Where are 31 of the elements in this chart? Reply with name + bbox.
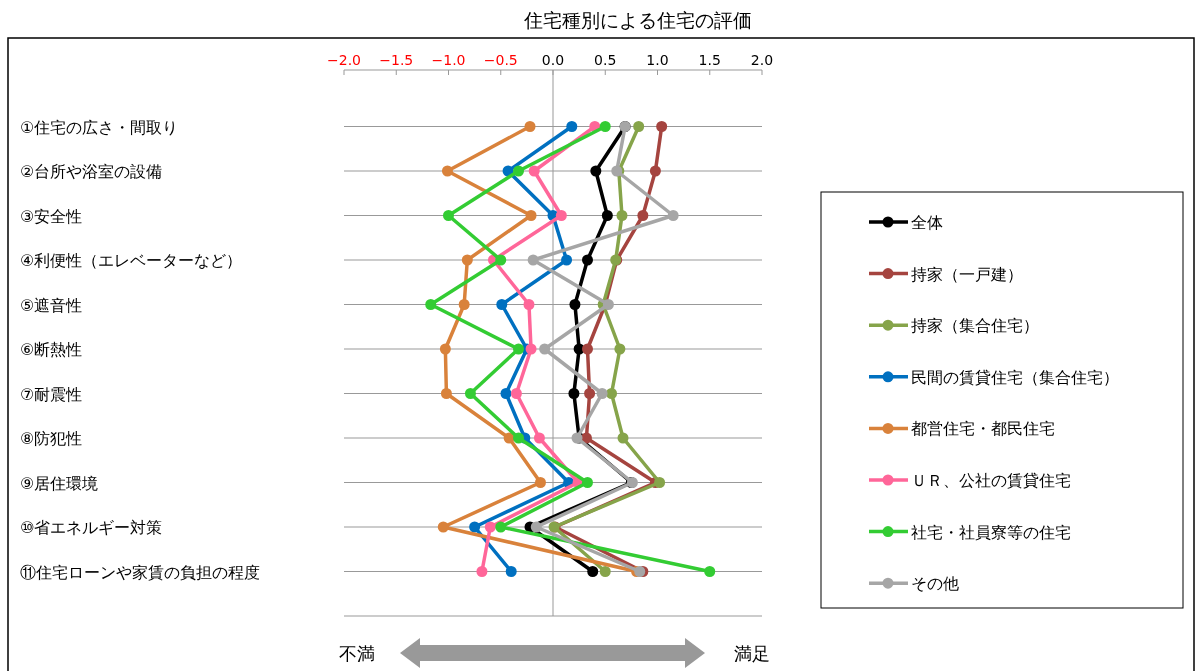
x-tick-label: 1.0: [646, 52, 669, 68]
legend-label: 持家（一戸建）: [911, 264, 1023, 284]
y-tick-label: ③安全性: [20, 206, 83, 226]
y-tick-label: ⑦耐震性: [20, 384, 83, 404]
x-tick-label: −1.5: [379, 52, 414, 68]
y-tick-label: ⑥断熱性: [20, 340, 83, 359]
legend-label: 都営住宅・都民住宅: [911, 419, 1055, 439]
x-tick-label: 1.5: [698, 52, 721, 68]
y-tick-label: ⑧防犯性: [20, 429, 83, 448]
text: 満足: [734, 643, 770, 664]
x-tick-label: −0.5: [483, 52, 518, 68]
legend-label: 全体: [911, 213, 943, 232]
x-tick-label: 2.0: [750, 52, 774, 68]
legend-label: 民間の賃貸住宅（集合住宅）: [911, 367, 1119, 387]
legend-label: ＵＲ、公社の賃貸住宅: [911, 471, 1071, 490]
y-tick-label: ⑪住宅ローンや家賃の負担の程度: [20, 562, 260, 582]
x-tick-label: 0.5: [594, 52, 617, 68]
y-tick-label: ⑩省エネルギー対策: [20, 518, 163, 537]
y-tick-label: ⑤遮音性: [20, 295, 83, 315]
x-tick-label: −1.0: [431, 52, 466, 68]
x-tick-label: 0.0: [541, 52, 565, 68]
x-tick-label: −2.0: [327, 52, 361, 68]
y-tick-label: ④利便性（エレベーターなど）: [20, 251, 243, 270]
chart-title: 住宅種別による住宅の評価: [523, 9, 752, 31]
legend-label: 持家（集合住宅）: [911, 316, 1039, 336]
y-tick-label: ①住宅の広さ・間取り: [20, 117, 179, 137]
legend-label: 社宅・社員寮等の住宅: [911, 522, 1071, 542]
text: 不満: [339, 643, 375, 664]
y-tick-label: ⑨居住環境: [20, 473, 99, 493]
legend-label: その他: [911, 574, 959, 594]
y-tick-label: ②台所や浴室の設備: [20, 162, 163, 181]
